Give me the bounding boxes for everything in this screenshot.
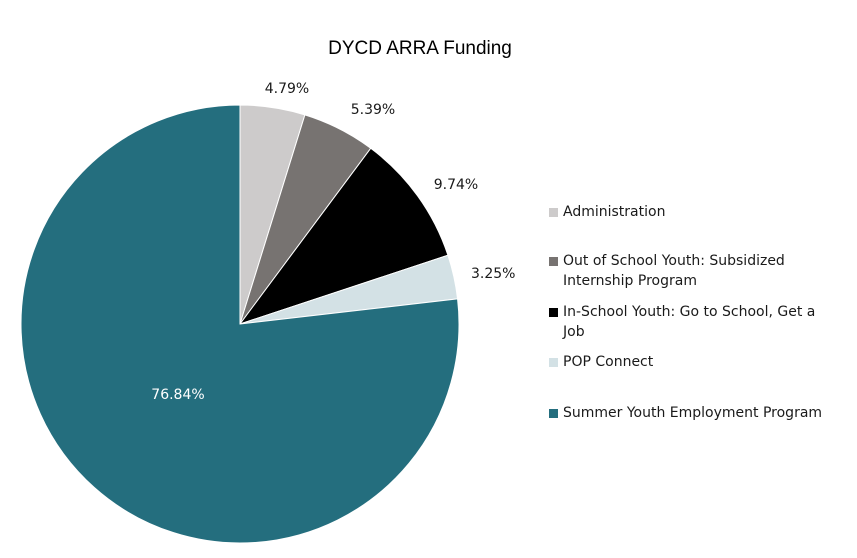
- legend-swatch: [549, 257, 558, 266]
- legend-item-summer-youth: Summer Youth Employment Program: [549, 403, 834, 423]
- slice-data-label: 9.74%: [434, 177, 478, 193]
- slice-data-label: 76.84%: [151, 387, 204, 403]
- pie-slice: [20, 104, 460, 544]
- slice-data-label: 4.79%: [265, 81, 309, 97]
- legend-swatch: [549, 358, 558, 367]
- pie-slice: [238, 147, 449, 325]
- legend-label: Out of School Youth: Subsidized Internsh…: [563, 253, 785, 289]
- legend-label: Summer Youth Employment Program: [563, 405, 823, 421]
- legend-swatch: [549, 308, 558, 317]
- legend-swatch: [549, 409, 558, 418]
- chart-title: DYCD ARRA Funding: [328, 38, 512, 59]
- legend-item-out-of-school-youth: Out of School Youth: Subsidized Internsh…: [549, 251, 834, 291]
- legend-label: Administration: [563, 204, 666, 220]
- legend-label: In-School Youth: Go to School, Get a Job: [563, 304, 816, 340]
- legend-swatch: [549, 208, 558, 217]
- slice-data-label: 3.25%: [471, 266, 515, 282]
- legend-item-pop-connect: POP Connect: [549, 352, 834, 372]
- legend-item-administration: Administration: [549, 202, 834, 222]
- slice-data-label: 5.39%: [351, 102, 395, 118]
- legend-label: POP Connect: [563, 354, 654, 370]
- legend-item-in-school-youth: In-School Youth: Go to School, Get a Job: [549, 302, 834, 342]
